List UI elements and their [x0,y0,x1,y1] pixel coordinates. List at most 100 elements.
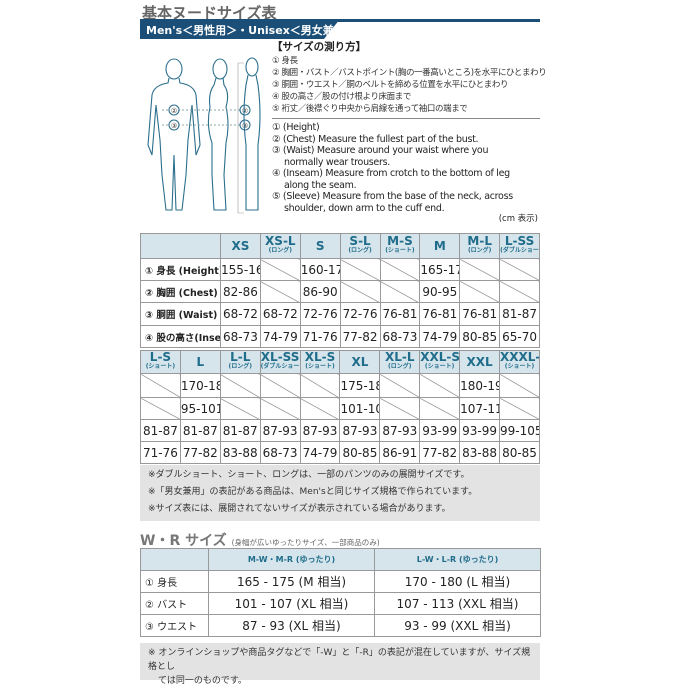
size-value: 82-86 [220,280,261,303]
unit-label: (cm 表示) [498,214,538,224]
size-value: 101-107 [339,397,381,420]
size-value: 80-85 [499,441,540,464]
size-value: 86-90 [299,280,341,303]
table-row: ① 身長 (Height)155-165 160-170 165-175 [140,258,540,281]
size-value: 93-99 [459,419,501,442]
empty-cell [419,397,461,420]
size-value: 72-76 [299,302,341,326]
note: ※ダブルショート、ショート、ロングは、一部のパンツのみの展開サイズです。 [148,470,470,480]
header-row: L-S(ショート)LL-L(ロング)XL-SS(ダブルショート)XL-S(ショー… [140,350,540,374]
label-waist: ③ [171,122,177,130]
empty-cell [259,280,301,303]
size-value: 68-72 [259,302,301,326]
size-value: 65-70 [499,325,540,348]
table-row: ④ 股の高さ(Inseam)68-7374-7971-7677-8268-737… [140,325,540,348]
label-chest: ② [171,107,177,115]
jp-chest: ② 胸囲・バスト／バストポイント(胸の一番高いところ)を水平にひとまわり [272,68,547,78]
divider [272,118,540,119]
size-header: XL-L (ロング) [379,350,421,374]
table-row: ③ ウエスト 87 - 93 (XL 相当) 93 - 99 (XXL 相当) [140,614,541,637]
section-banner: Men's＜男性用＞・Unisex＜男女兼用＞ [140,19,540,39]
empty-cell [379,280,421,303]
size-value: 76-81 [379,302,421,326]
header-row: M-W・M-R (ゆったり) L-W・L-R (ゆったり) [140,548,541,571]
en-waist: ③ (Waist) Measure around your waist wher… [272,145,489,156]
note: ※サイズ表には、展開されてないサイズが表示されている場合があります。 [148,504,451,514]
table-row: 81-87 81-87 81-87 87-93 87-93 87-93 87-93 93-99… [140,419,540,442]
side-figure [207,58,229,211]
wr-size-table: M-W・M-R (ゆったり) L-W・L-R (ゆったり) ① 身長 165 - 1… [140,548,541,637]
size-value: 71-76 [140,441,181,464]
svg-text:③: ③ [242,122,248,130]
empty-cell [219,373,261,398]
empty-cell [339,280,381,303]
size-header: M [419,233,461,259]
size-header: M-L (ロング) [459,233,501,259]
table-row: ② バスト 101 - 107 (XL 相当) 107 - 113 (XXL 相当) [140,592,541,615]
jp-height: ① 身長 [272,56,298,66]
size-header: L [179,350,221,374]
table-row: ③ 胴囲 (Waist) 68-72 68-72 72-76 72-76 76-81 76-… [140,302,540,326]
empty-cell [140,397,181,420]
instructions-heading: 【サイズの測り方】 [272,41,367,53]
size-value: 180-190 [459,373,501,398]
row-label: ③ 胴囲 (Waist) [140,302,221,326]
empty-cell [419,373,461,398]
size-value: 83-88 [459,441,501,464]
empty-cell [499,397,540,420]
size-header: XS [220,233,261,259]
table-row: 95-101 101-107 107-113 [140,397,540,420]
wr-size-title: W・R サイズ (身幅が広いゆったりサイズ、一部商品のみ) [140,533,380,549]
row-label: ④ 股の高さ(Inseam) [140,325,221,348]
size-value: 95-101 [179,397,221,420]
table-row: ① 身長 165 - 175 (M 相当) 170 - 180 (L 相当) [140,570,541,593]
size-value: 107-113 [459,397,501,420]
svg-text:②: ② [242,107,248,115]
size-value: 77-82 [179,441,221,464]
notes-box: ※ダブルショート、ショート、ロングは、一部のパンツのみの展開サイズです。 ※「男… [140,465,540,521]
size-value: 76-81 [459,302,501,326]
size-value: 81-87 [140,419,181,442]
size-value: 170-180 [179,373,221,398]
size-value: 86-91 [379,441,421,464]
empty-cell [339,258,381,281]
size-value: 87-93 [259,419,301,442]
size-value: 74-79 [299,441,341,464]
wr-subtitle: (身幅が広いゆったりサイズ、一部商品のみ) [231,538,380,547]
table-row: 71-76 77-82 83-88 68-73 74-79 80-85 86-91 77-82… [140,441,540,464]
size-value: 68-73 [379,325,421,348]
en-inseam: ④ (Inseam) Measure from crotch to the bo… [272,168,510,179]
empty-cell [259,397,301,420]
size-value: 77-82 [339,325,381,348]
empty-cell [299,373,341,398]
size-value: 165-175 [419,258,461,281]
banner-text: Men's＜男性用＞・Unisex＜男女兼用＞ [146,24,356,37]
size-value: 72-76 [339,302,381,326]
row-label: ① 身長 (Height) [140,258,221,281]
size-header: XL [339,350,381,374]
empty-cell [499,280,540,303]
size-value: 77-82 [419,441,461,464]
size-header: XXL [459,350,501,374]
note: ※ オンラインショップや商品タグなどで「-W」と「-R」の表記が混在していますが… [148,648,531,672]
wr-notes-box: ※ オンラインショップや商品タグなどで「-W」と「-R」の表記が混在していますが… [140,643,540,686]
size-value: 81-87 [499,302,540,326]
en-height: ① (Height) [272,122,320,133]
size-value: 68-73 [259,441,301,464]
header-row: XS XS-L (ロング) S S-L (ロング) M-S (ショート) M M-L (ロング) L-… [140,233,540,259]
note: ては同一のものです。 [158,676,247,686]
empty-cell [499,373,540,398]
note: ※「男女兼用」の表記がある商品は、Men'sと同じサイズ規格で作られています。 [148,487,478,497]
size-header: S-L (ロング) [339,233,381,259]
size-header: XXL-S (ショート) [419,350,461,374]
size-header: L-SS(ダブルショート) [499,233,540,259]
size-value: 83-88 [219,441,261,464]
size-value: 68-72 [220,302,261,326]
en-chest: ② (Chest) Measure the fullest part of th… [272,133,479,145]
empty-cell [379,397,421,420]
size-value: 160-170 [299,258,341,281]
size-table-2: L-S(ショート)LL-L(ロング)XL-SS(ダブルショート)XL-S(ショー… [140,350,540,464]
size-value: 74-79 [419,325,461,348]
front-figure [147,58,201,211]
size-value: 80-85 [459,325,501,348]
